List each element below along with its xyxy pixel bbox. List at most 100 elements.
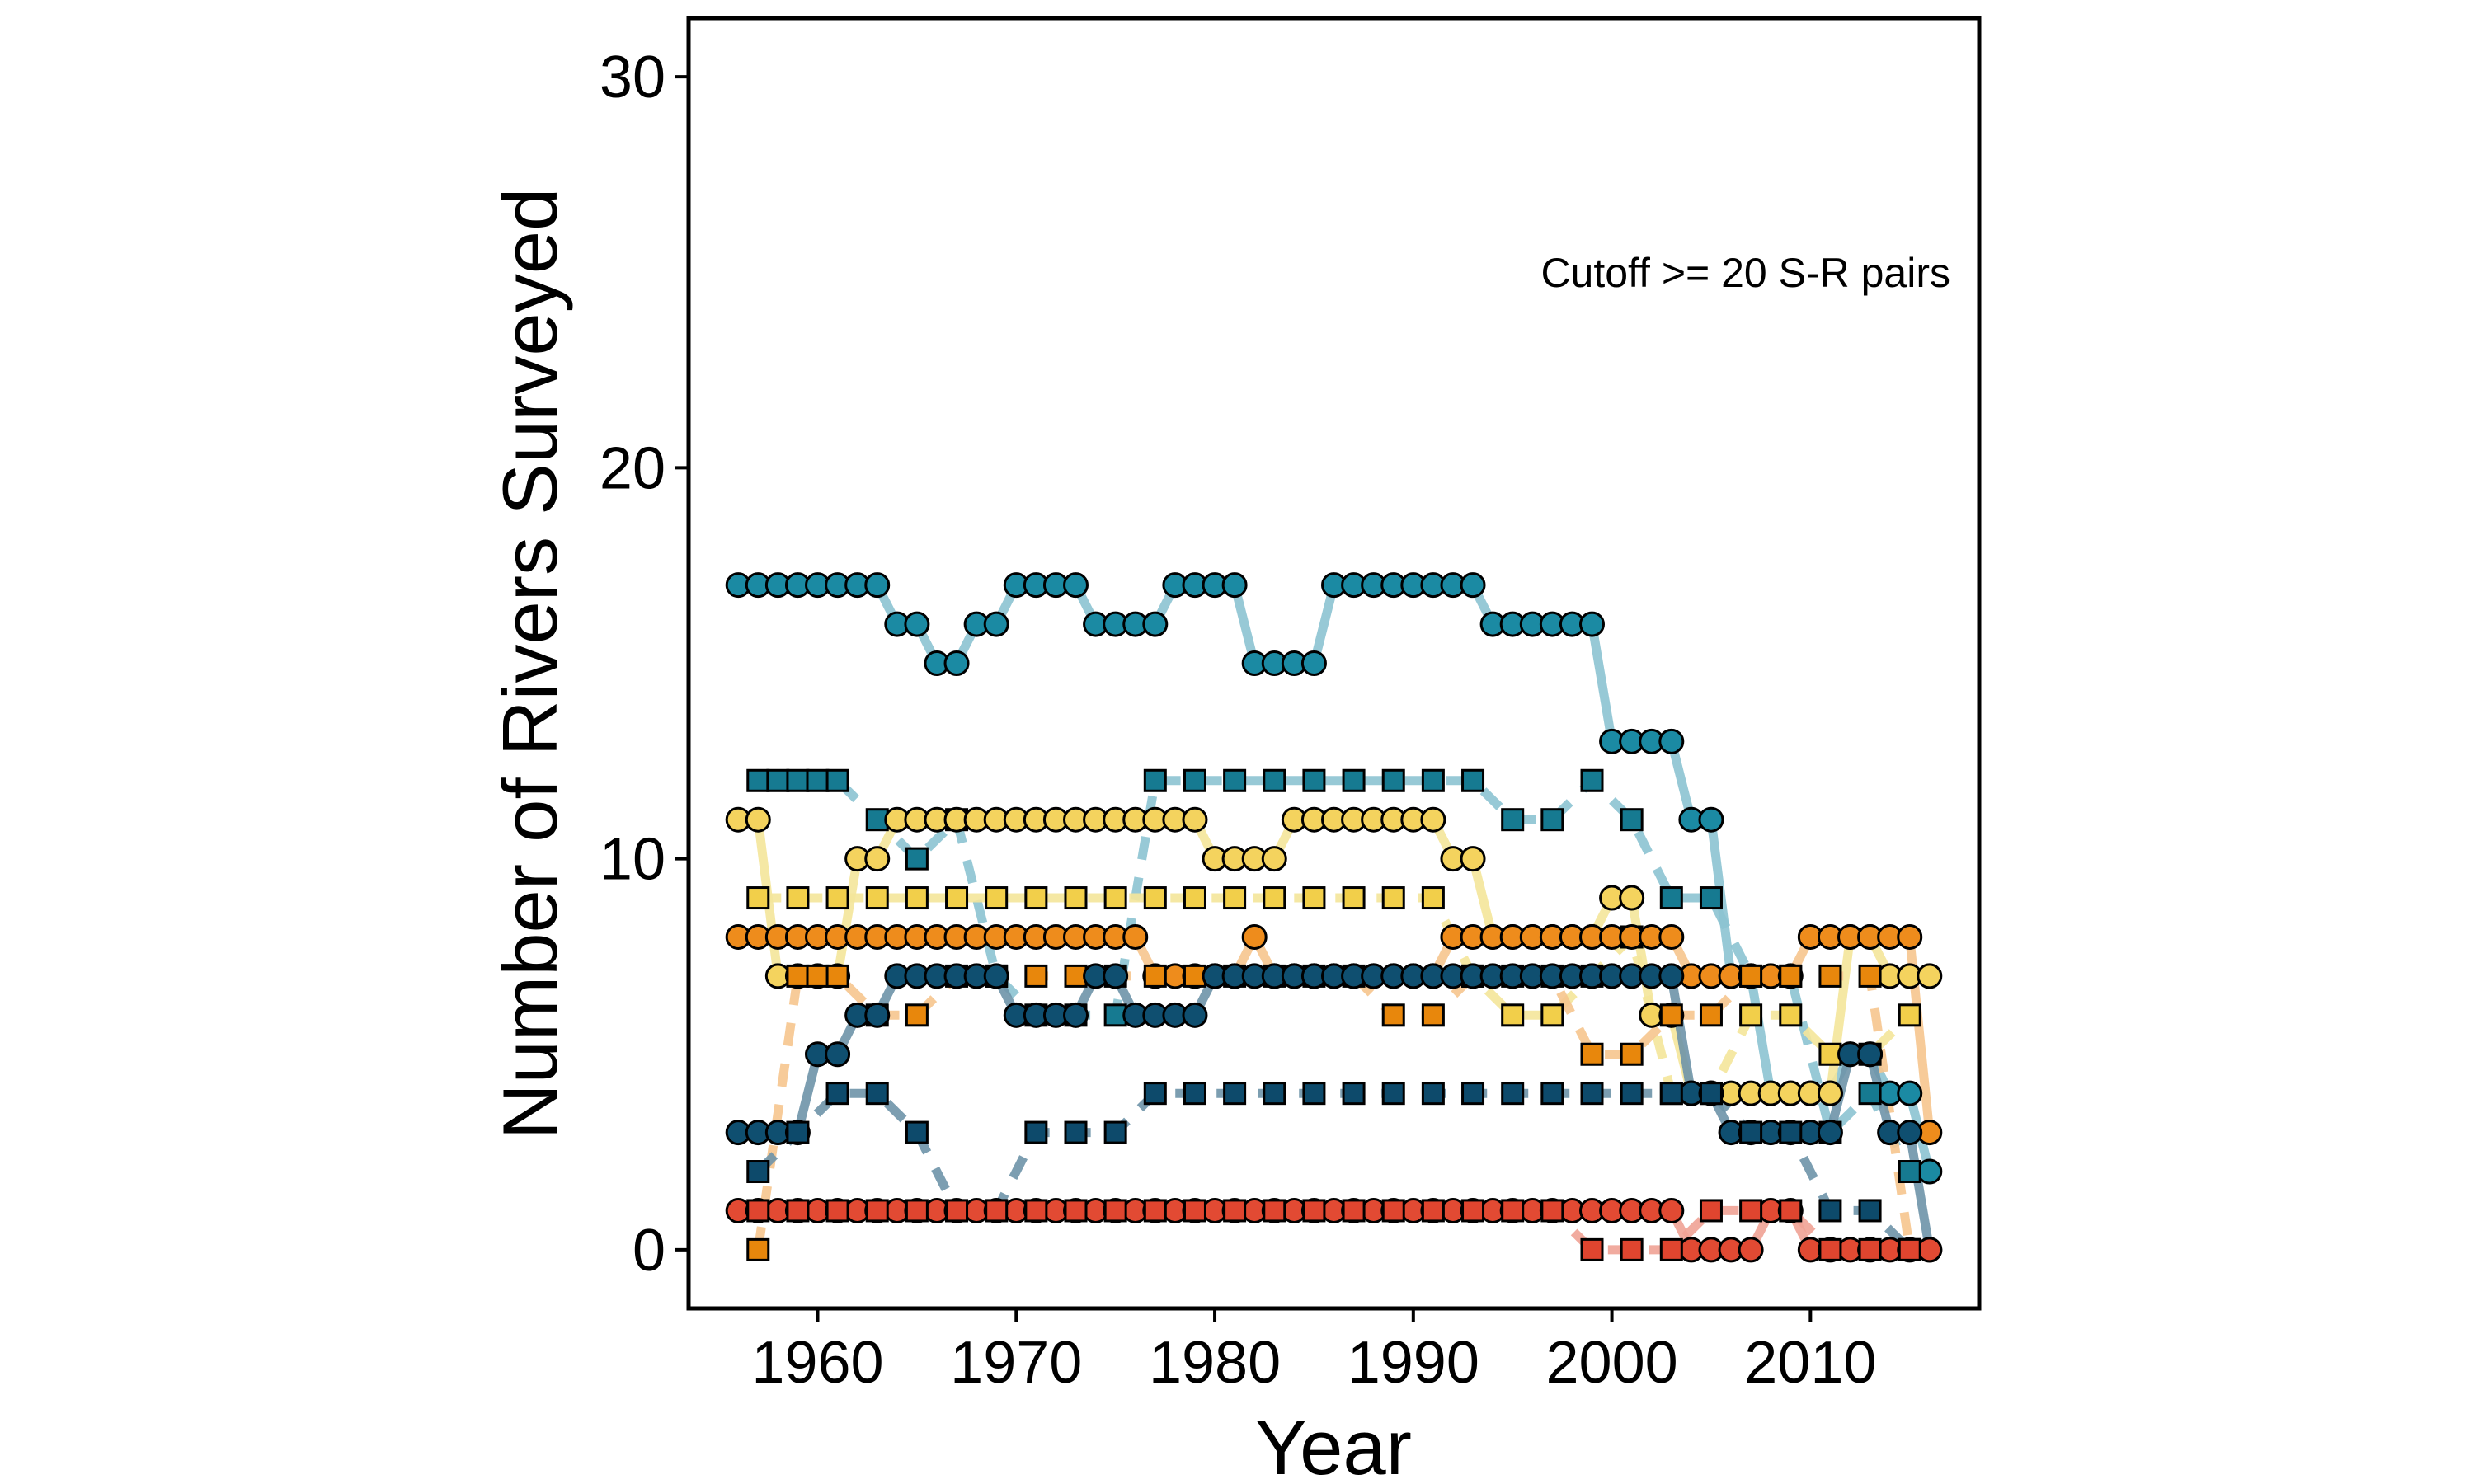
y-tick-label: 0 <box>633 1218 666 1284</box>
data-point <box>1420 806 1446 833</box>
data-point <box>1142 611 1169 637</box>
data-point <box>825 886 849 910</box>
data-point <box>1739 964 1763 988</box>
data-point <box>1024 1199 1048 1223</box>
data-point <box>1858 1082 1882 1106</box>
data-point <box>746 1160 770 1184</box>
data-point <box>905 847 929 871</box>
data-point <box>786 964 810 988</box>
data-point <box>1898 1237 1921 1261</box>
data-point <box>1460 846 1486 872</box>
data-point <box>1421 1003 1445 1027</box>
data-point <box>1501 808 1525 832</box>
data-point <box>1342 1082 1366 1106</box>
x-tick-label: 1990 <box>1348 1330 1479 1396</box>
data-point <box>1024 886 1048 910</box>
data-point <box>1103 1120 1127 1144</box>
data-point <box>1381 768 1405 792</box>
data-point <box>1064 886 1088 910</box>
data-point <box>786 1120 810 1144</box>
data-point <box>1501 1199 1525 1223</box>
data-point <box>1103 963 1129 989</box>
data-point <box>1858 1237 1882 1261</box>
axes-layer: 1960 1970 1980 1990 2000 2010 0 10 20 30 <box>600 45 1877 1396</box>
data-point <box>825 768 849 792</box>
data-point <box>1898 1160 1921 1184</box>
data-point <box>1658 963 1685 989</box>
data-point <box>1182 806 1208 833</box>
data-point <box>1580 768 1604 792</box>
data-point <box>1460 572 1486 599</box>
data-point <box>1241 923 1268 950</box>
data-point <box>1300 650 1327 676</box>
data-point <box>1917 1237 1943 1263</box>
data-point <box>1540 808 1564 832</box>
data-point <box>1858 964 1882 988</box>
data-point <box>1699 1082 1723 1106</box>
data-point <box>1064 1120 1088 1144</box>
y-axis-title: Number of Rivers Surveyed <box>487 188 573 1140</box>
data-point <box>1421 768 1445 792</box>
data-point <box>1223 1199 1247 1223</box>
data-point <box>1263 886 1286 910</box>
data-point <box>1738 1237 1764 1263</box>
data-point <box>1143 886 1167 910</box>
data-point <box>825 1041 851 1068</box>
data-point <box>1699 1003 1723 1027</box>
data-point <box>806 768 830 792</box>
data-point <box>786 1199 810 1223</box>
y-tick-label: 20 <box>600 435 666 501</box>
data-point <box>983 611 1009 637</box>
data-point <box>1659 886 1683 910</box>
data-point <box>1818 1199 1842 1223</box>
data-point <box>945 1199 969 1223</box>
data-point <box>1223 886 1247 910</box>
data-point <box>1302 768 1326 792</box>
data-point <box>1858 1199 1882 1223</box>
data-point <box>1263 768 1286 792</box>
data-point <box>1818 1042 1842 1066</box>
x-axis-title: Year <box>1255 1404 1412 1484</box>
data-point <box>1381 886 1405 910</box>
data-point <box>1620 1082 1644 1106</box>
data-point <box>1620 1237 1644 1261</box>
data-point <box>1779 1199 1803 1223</box>
data-point <box>1183 1082 1206 1106</box>
data-point <box>1143 768 1167 792</box>
data-point <box>1302 886 1326 910</box>
data-point <box>1659 1237 1683 1261</box>
y-tick-label: 30 <box>600 45 666 110</box>
data-point <box>1897 1120 1923 1146</box>
data-point <box>1103 886 1127 910</box>
data-point <box>864 846 891 872</box>
data-point <box>825 1082 849 1106</box>
series-markers <box>725 572 1943 1263</box>
data-point <box>1024 964 1048 988</box>
annotation-text: Cutoff >= 20 S-R pairs <box>1540 250 1950 296</box>
data-point <box>1897 923 1923 950</box>
series-layer <box>725 572 1943 1263</box>
data-point <box>904 611 930 637</box>
data-point <box>1063 572 1089 599</box>
data-point <box>1540 1082 1564 1106</box>
data-point <box>1739 1199 1763 1223</box>
series-points-7 <box>746 1082 1921 1261</box>
data-point <box>1421 1082 1445 1106</box>
data-point <box>1263 1199 1286 1223</box>
data-point <box>1342 768 1366 792</box>
data-point <box>1183 964 1206 988</box>
data-point <box>746 1199 770 1223</box>
data-point <box>766 768 790 792</box>
data-point <box>1659 1003 1683 1027</box>
data-point <box>1818 1237 1842 1261</box>
data-point <box>1658 1197 1685 1223</box>
data-point <box>905 886 929 910</box>
data-point <box>1699 1199 1723 1223</box>
data-point <box>1658 923 1685 950</box>
data-point <box>1223 768 1247 792</box>
x-tick-label: 2000 <box>1545 1330 1677 1396</box>
data-point <box>1421 886 1445 910</box>
data-point <box>1342 886 1366 910</box>
data-point <box>1540 1199 1564 1223</box>
